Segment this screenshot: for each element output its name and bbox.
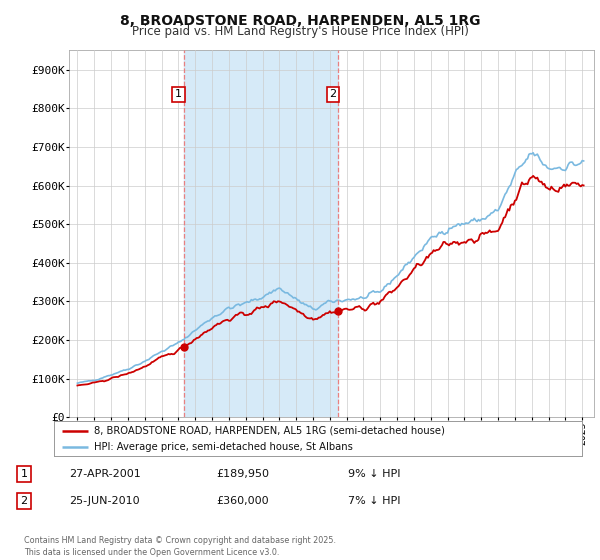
Text: 8, BROADSTONE ROAD, HARPENDEN, AL5 1RG: 8, BROADSTONE ROAD, HARPENDEN, AL5 1RG [120, 14, 480, 28]
Text: 1: 1 [20, 469, 28, 479]
Text: 9% ↓ HPI: 9% ↓ HPI [348, 469, 401, 479]
Text: Contains HM Land Registry data © Crown copyright and database right 2025.
This d: Contains HM Land Registry data © Crown c… [24, 536, 336, 557]
Text: 25-JUN-2010: 25-JUN-2010 [69, 496, 140, 506]
Text: 8, BROADSTONE ROAD, HARPENDEN, AL5 1RG (semi-detached house): 8, BROADSTONE ROAD, HARPENDEN, AL5 1RG (… [94, 426, 445, 436]
Text: 7% ↓ HPI: 7% ↓ HPI [348, 496, 401, 506]
Text: HPI: Average price, semi-detached house, St Albans: HPI: Average price, semi-detached house,… [94, 441, 352, 451]
Text: 2: 2 [20, 496, 28, 506]
Text: £189,950: £189,950 [216, 469, 269, 479]
Text: 1: 1 [175, 90, 182, 100]
Text: £360,000: £360,000 [216, 496, 269, 506]
Text: 27-APR-2001: 27-APR-2001 [69, 469, 141, 479]
Text: 2: 2 [329, 90, 337, 100]
Text: Price paid vs. HM Land Registry's House Price Index (HPI): Price paid vs. HM Land Registry's House … [131, 25, 469, 38]
Bar [184, 50, 338, 417]
